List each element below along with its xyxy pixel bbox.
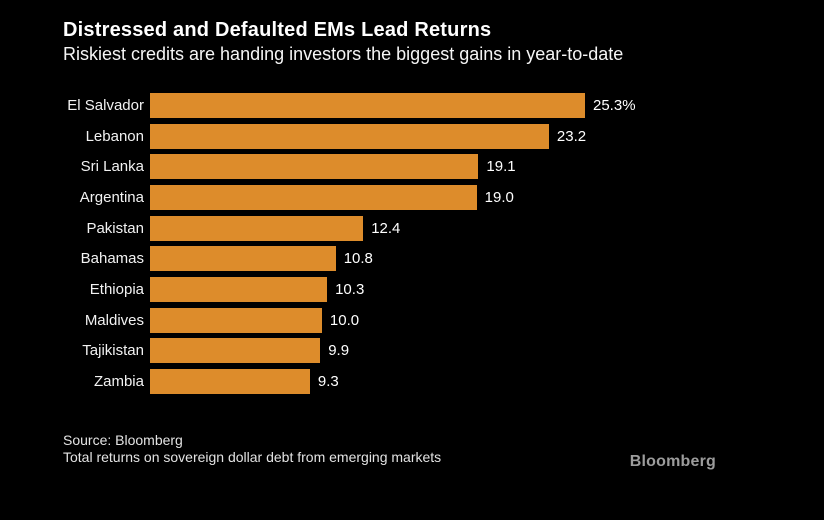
category-label: Bahamas [80,250,144,268]
bar-row: Lebanon 23.2 [0,121,824,152]
bar-row: Sri Lanka 19.1 [0,151,824,182]
source-line: Source: Bloomberg [63,432,183,448]
bar-row: Tajikistan 9.9 [0,336,824,367]
value-label: 10.8 [343,250,373,268]
bar-row: El Salvador 25.3% [0,90,824,121]
value-label: 10.3 [335,280,365,298]
bar-row: Maldives 10.0 [0,305,824,336]
value-label: 10.0 [329,311,360,329]
bar [150,338,321,364]
bar [150,215,364,241]
value-label: 9.9 [328,342,350,360]
value-label: 19.1 [486,158,516,176]
bar [150,276,328,302]
bar-row: Pakistan 12.4 [0,213,824,244]
bar-row: Zambia 9.3 [0,366,824,397]
category-label: El Salvador [67,96,144,114]
bar [150,246,336,272]
chart-title: Distressed and Defaulted EMs Lead Return… [63,19,492,41]
category-label: Ethiopia [89,280,144,298]
category-label: Argentina [79,188,144,206]
chart-subtitle: Riskiest credits are handing investors t… [63,44,624,64]
value-label: 25.3% [593,96,636,114]
bar [150,154,479,180]
value-label: 9.3 [317,373,339,391]
category-label: Tajikistan [82,342,144,360]
bar [150,123,549,149]
category-label: Pakistan [86,219,144,237]
bar-row: Argentina 19.0 [0,182,824,213]
value-label: 23.2 [556,127,587,145]
bar-row: Bahamas 10.8 [0,243,824,274]
category-label: Maldives [84,311,144,329]
category-label: Sri Lanka [80,158,144,176]
bar-chart: El Salvador 25.3% Lebanon 23.2 Sri Lanka 19.1… [0,90,824,397]
value-label: 19.0 [484,188,514,206]
footer: Source: Bloomberg Total returns on sover… [63,432,441,466]
footnote-line: Total returns on sovereign dollar debt f… [63,449,442,465]
bar [150,369,310,395]
category-label: Zambia [93,373,144,391]
bloomberg-logo: Bloomberg [629,453,716,470]
category-label: Lebanon [85,127,144,145]
value-label: 12.4 [371,219,401,237]
bar [150,184,477,210]
bar [150,92,585,118]
bar [150,307,322,333]
bar-row: Ethiopia 10.3 [0,274,824,305]
